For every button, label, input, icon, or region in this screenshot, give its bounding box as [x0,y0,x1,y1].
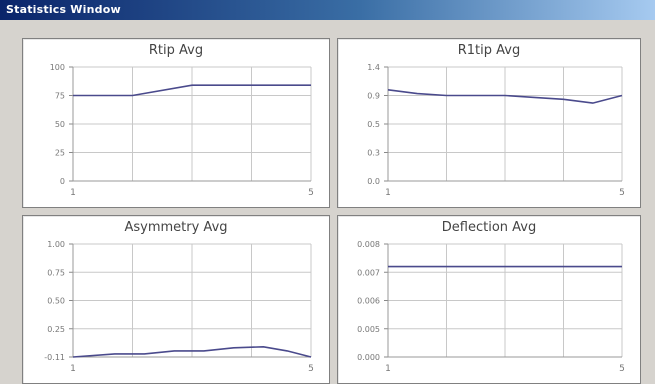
y-tick-label: 0.000 [357,353,380,362]
series-line [73,84,311,97]
y-tick-label: 0.50 [47,297,65,306]
y-tick-label: -0.11 [44,353,65,362]
chart-panel-asymmetry: Asymmetry Avg 1.00 0.75 0.50 0.25 -0.11 1 5 [22,215,330,384]
chart-panel-deflection: Deflection Avg 0.008 0.007 0.006 0.005 0.000… [337,215,641,384]
y-tick-label: 100 [50,63,65,72]
chart-title: Asymmetry Avg [124,220,228,235]
y-tick-label: 0.9 [367,92,380,101]
y-tick-label: 75 [55,92,65,101]
chart-panel-rtip: Rtip Avg 100 75 50 25 0 1 5 [22,38,330,208]
y-tick-label: 0.3 [367,149,380,158]
series-line [72,345,312,358]
chart-deflection-avg: 0.008 0.007 0.006 0.005 0.000 1 5 [357,240,625,374]
y-tick-label: 0.006 [357,297,380,306]
x-tick-label: 5 [619,188,625,198]
chart-r1tip-avg: 1.4 0.9 0.5 0.3 0.0 1 5 [367,63,625,198]
y-tick-label: 0.008 [357,240,380,249]
y-tick-label: 0.005 [357,325,380,334]
x-tick-label: 1 [385,188,391,198]
window-title: Statistics Window [6,3,121,16]
title-bar[interactable]: Statistics Window [0,0,655,20]
y-tick-label: 1.00 [47,240,65,249]
y-tick-label: 0.25 [47,325,65,334]
x-tick-label: 5 [308,188,314,198]
y-tick-label: 0.007 [357,268,380,277]
chart-panel-r1tip: R1tip Avg 1.4 0.9 0.5 0.3 0.0 1 5 [337,38,641,208]
chart-title: Deflection Avg [441,220,537,235]
x-tick-label: 5 [619,364,625,374]
chart-asymmetry-avg: 1.00 0.75 0.50 0.25 -0.11 1 5 [44,240,314,374]
y-tick-label: 0.75 [47,268,65,277]
y-tick-label: 1.4 [367,63,380,72]
x-tick-label: 1 [70,364,76,374]
x-tick-label: 5 [308,364,314,374]
series-line [387,89,623,104]
y-tick-label: 50 [55,120,65,129]
x-tick-label: 1 [70,188,76,198]
chart-title: R1tip Avg [457,43,521,58]
y-tick-label: 25 [55,149,65,158]
chart-rtip-avg: 100 75 50 25 01 5 [50,63,314,198]
y-tick-label: 0.5 [367,120,380,129]
chart-title: Rtip Avg [148,43,204,58]
y-tick-label: 0.0 [367,177,380,186]
y-tick-label: 0 [60,177,65,186]
x-tick-label: 1 [385,364,391,374]
